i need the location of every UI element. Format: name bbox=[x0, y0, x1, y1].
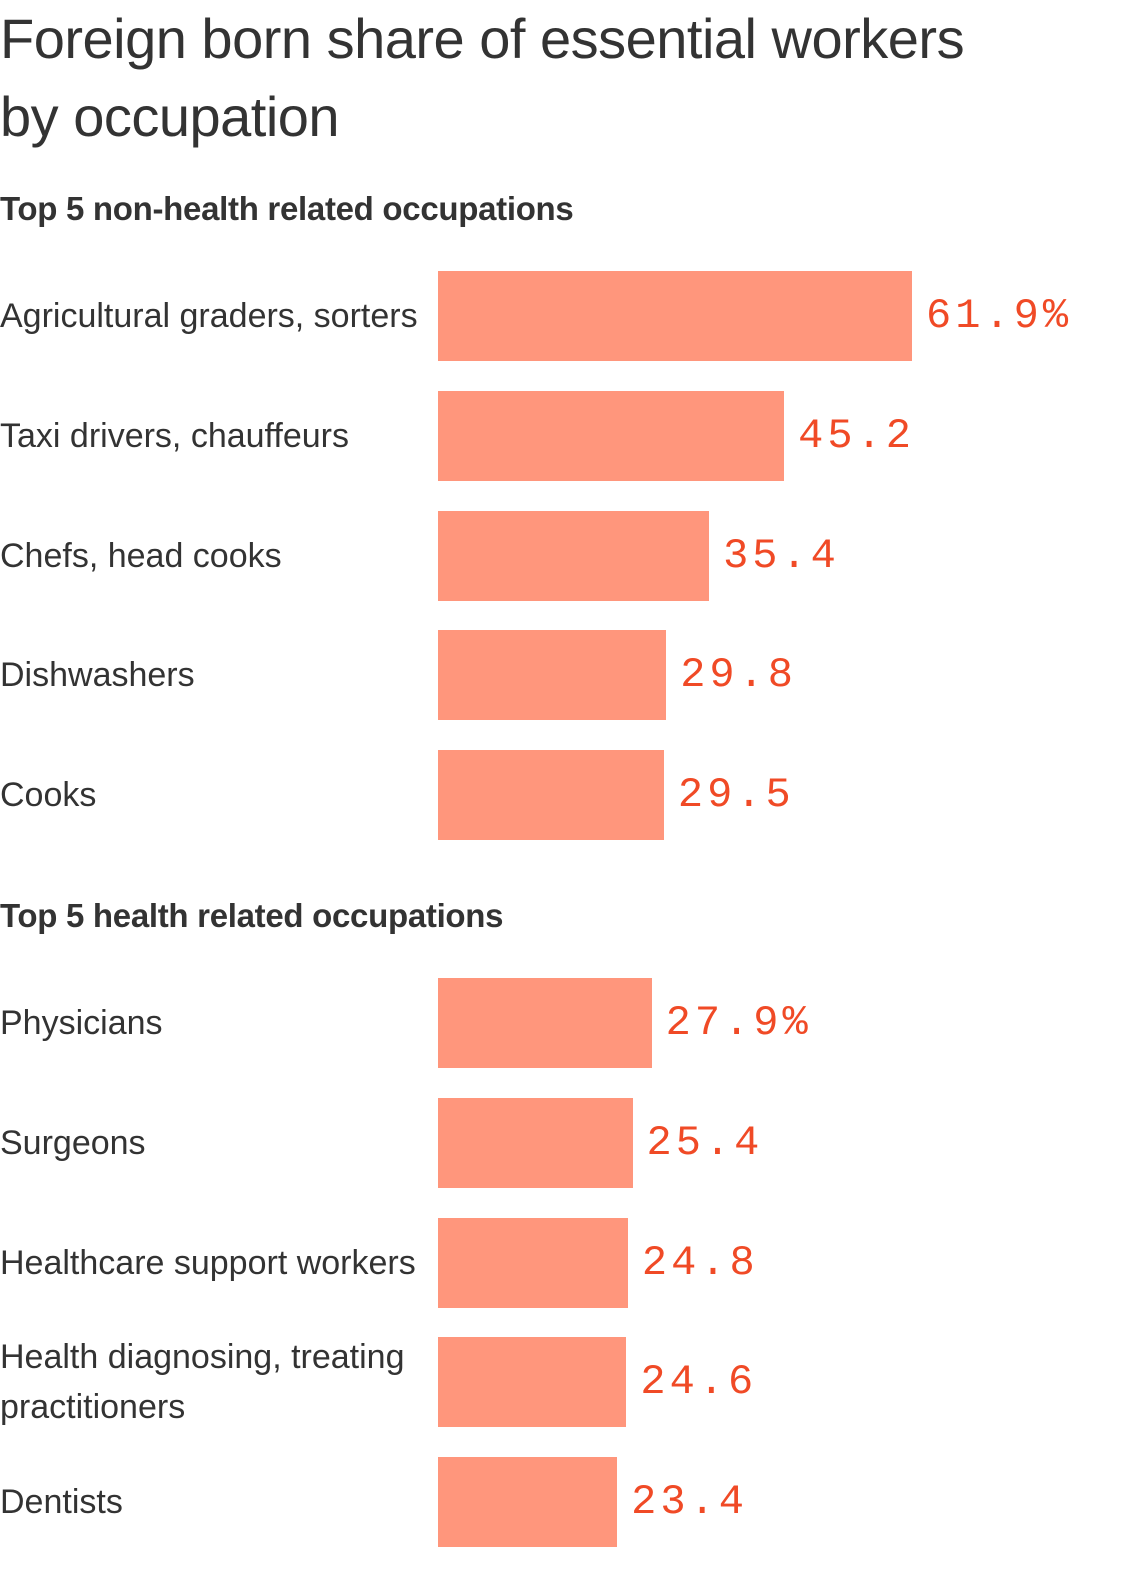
bar bbox=[438, 271, 912, 361]
category-label: Dentists bbox=[0, 1483, 123, 1521]
bar bbox=[438, 1217, 628, 1308]
category-label: Cooks bbox=[0, 776, 97, 814]
chart-title: Foreign born share of essential workers … bbox=[0, 7, 965, 148]
value-label: 35.4 bbox=[723, 531, 840, 580]
bar bbox=[438, 1097, 633, 1188]
bar bbox=[438, 390, 785, 481]
value-label: 45.2 bbox=[798, 411, 915, 460]
category-label: Taxi drivers, chauffeurs bbox=[0, 416, 349, 455]
value-label: 24.8 bbox=[641, 1238, 759, 1287]
bar bbox=[438, 750, 664, 840]
category-label: Healthcare support workers bbox=[0, 1243, 416, 1282]
section-title: Top 5 health related occupations bbox=[0, 897, 504, 934]
value-label: 27.9% bbox=[665, 999, 812, 1047]
bar bbox=[438, 978, 652, 1068]
value-label: 29.5 bbox=[677, 771, 795, 819]
category-label: Surgeons bbox=[0, 1123, 146, 1162]
value-label: 61.9% bbox=[926, 292, 1073, 340]
bar bbox=[438, 510, 710, 601]
category-label: Agricultural graders, sorters bbox=[0, 297, 418, 335]
value-label: 23.4 bbox=[631, 1478, 748, 1526]
category-label: Dishwashers bbox=[0, 656, 195, 695]
value-label: 24.6 bbox=[640, 1358, 758, 1407]
category-label: Chefs, head cooks bbox=[0, 536, 282, 575]
value-label: 25.4 bbox=[646, 1118, 764, 1167]
bar bbox=[438, 1457, 618, 1547]
section-title: Top 5 non-health related occupations bbox=[0, 190, 574, 227]
category-label: Physicians bbox=[0, 1004, 163, 1042]
category-label: Health diagnosing, treating practitioner… bbox=[0, 1338, 405, 1427]
bar bbox=[438, 630, 667, 721]
value-label: 29.8 bbox=[680, 651, 798, 700]
bar bbox=[438, 1337, 627, 1428]
